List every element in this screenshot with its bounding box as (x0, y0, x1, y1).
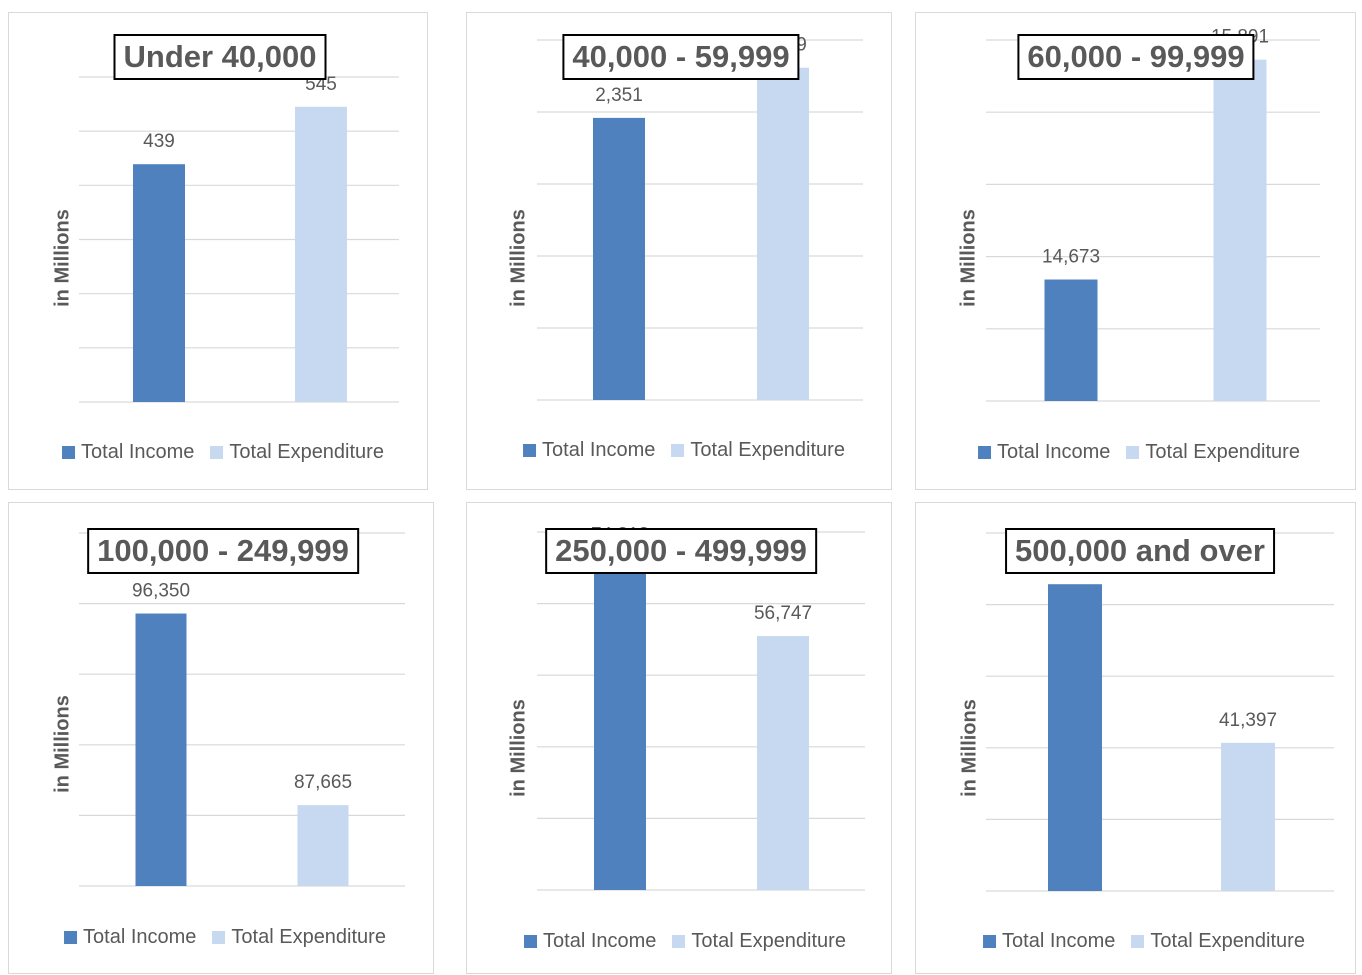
chart-title: 500,000 and over (1005, 528, 1275, 574)
chart-title: 60,000 - 99,999 (1017, 34, 1255, 80)
chart-legend: Total Income Total Expenditure (524, 930, 846, 953)
y-axis-label: in Millions (507, 209, 530, 307)
legend-label-expenditure: Total Expenditure (1145, 441, 1300, 463)
bar-total-expenditure (295, 106, 347, 403)
bar-total-income (594, 557, 646, 890)
bar-total-income (1044, 279, 1098, 401)
data-label: 41,397 (1219, 710, 1277, 731)
legend-swatch-income (62, 446, 76, 459)
legend-swatch-income (523, 444, 537, 457)
legend-swatch-expenditure (1131, 935, 1145, 948)
chart-legend: Total Income Total Expenditure (983, 930, 1305, 953)
legend-label-expenditure: Total Expenditure (690, 439, 845, 461)
bar-total-income (593, 117, 645, 400)
chart-panel-6: 85,69741,397 500,000 and over in Million… (915, 502, 1356, 974)
chart-legend: Total Income Total Expenditure (978, 441, 1300, 464)
legend-item-income: Total Income (983, 930, 1115, 953)
legend-item-expenditure: Total Expenditure (210, 441, 384, 464)
chart-plot-4: 96,350 87,665 (79, 532, 405, 887)
legend-label-expenditure: Total Expenditure (231, 926, 386, 948)
legend-label-income: Total Income (81, 441, 195, 463)
legend-swatch-expenditure (1126, 446, 1140, 459)
chart-title: 100,000 - 249,999 (87, 528, 359, 574)
legend-item-expenditure: Total Expenditure (672, 930, 846, 953)
bar-total-income (133, 164, 185, 402)
bar-total-income (1048, 584, 1102, 891)
chart-plot-5: 74,31856,747 (537, 524, 865, 891)
y-axis-label: in Millions (507, 699, 530, 797)
legend-item-income: Total Income (62, 441, 194, 464)
legend-swatch-income (64, 931, 78, 944)
legend-item-expenditure: Total Expenditure (671, 439, 845, 462)
chart-panel-3: 14,67315,891 60,000 - 99,999 in Millions… (915, 12, 1356, 490)
legend-item-income: Total Income (978, 441, 1110, 464)
y-axis-label: in Millions (957, 209, 980, 307)
legend-swatch-expenditure (210, 446, 224, 459)
legend-item-expenditure: Total Expenditure (1126, 441, 1300, 464)
legend-label-expenditure: Total Expenditure (229, 441, 384, 463)
legend-swatch-expenditure (212, 931, 226, 944)
legend-swatch-expenditure (672, 935, 686, 948)
chart-legend: Total Income Total Expenditure (523, 439, 845, 462)
legend-item-income: Total Income (64, 926, 196, 949)
chart-title: 250,000 - 499,999 (545, 528, 817, 574)
chart-title: Under 40,000 (113, 34, 327, 80)
chart-panel-1: 439 545 Under 40,000 in Millions Total In… (8, 12, 428, 490)
legend-label-income: Total Income (997, 441, 1111, 463)
legend-label-income: Total Income (1002, 930, 1116, 952)
bar-total-expenditure (297, 805, 349, 886)
legend-label-income: Total Income (542, 439, 656, 461)
chart-panel-4: 96,350 87,665 100,000 - 249,999 in Millio… (8, 502, 434, 974)
bar-total-expenditure (757, 67, 809, 400)
data-label: 14,673 (1042, 247, 1100, 268)
legend-swatch-expenditure (671, 444, 685, 457)
legend-swatch-income (978, 446, 992, 459)
chart-plot-3: 14,67315,891 (986, 27, 1320, 402)
legend-label-income: Total Income (83, 926, 197, 948)
data-label: 56,747 (754, 603, 812, 624)
chart-plot-2: 2,3512,769 (537, 35, 863, 401)
chart-title: 40,000 - 59,999 (562, 34, 800, 80)
legend-item-income: Total Income (524, 930, 656, 953)
bar-total-income (135, 613, 187, 886)
bar-total-expenditure (1221, 742, 1275, 891)
legend-item-expenditure: Total Expenditure (1131, 930, 1305, 953)
legend-label-income: Total Income (543, 930, 657, 952)
chart-plot-6: 85,69741,397 (986, 532, 1334, 892)
data-label: 87,665 (294, 772, 352, 793)
bar-total-expenditure (1213, 59, 1267, 401)
legend-label-expenditure: Total Expenditure (691, 930, 846, 952)
chart-panel-5: 74,31856,747 250,000 - 499,999 in Millio… (466, 502, 892, 974)
chart-legend: Total Income Total Expenditure (64, 926, 386, 949)
data-label: 2,351 (595, 85, 643, 106)
legend-swatch-income (983, 935, 997, 948)
chart-legend: Total Income Total Expenditure (62, 441, 384, 464)
y-axis-label: in Millions (958, 699, 981, 797)
legend-swatch-income (524, 935, 538, 948)
y-axis-label: in Millions (51, 209, 74, 307)
legend-item-expenditure: Total Expenditure (212, 926, 386, 949)
data-label: 439 (143, 131, 175, 152)
legend-label-expenditure: Total Expenditure (1150, 930, 1305, 952)
legend-item-income: Total Income (523, 439, 655, 462)
y-axis-label: in Millions (51, 695, 74, 793)
data-label: 96,350 (132, 581, 190, 602)
bar-total-expenditure (757, 636, 809, 890)
chart-panel-2: 2,3512,769 40,000 - 59,999 in Millions T… (466, 12, 892, 490)
